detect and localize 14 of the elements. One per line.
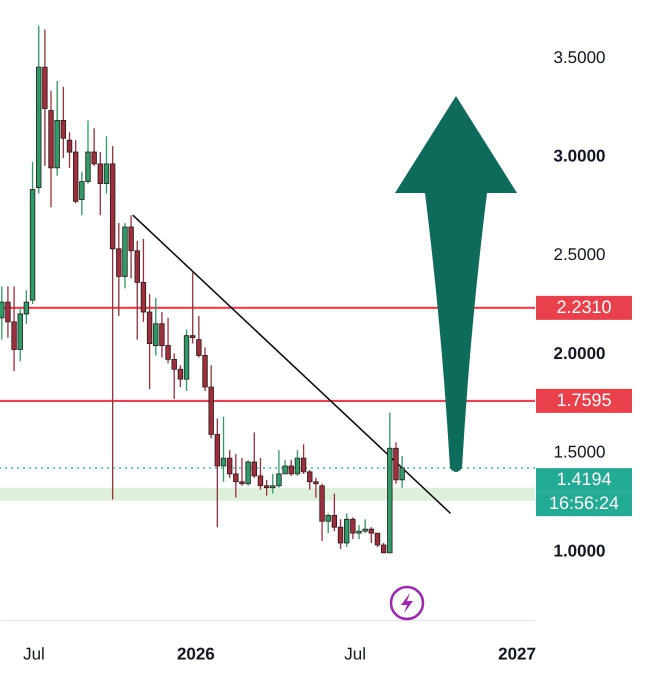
x-tick-label: 2026 (176, 644, 215, 664)
y-tick-label: 1.5000 (554, 442, 606, 462)
y-tick-label: 3.5000 (554, 48, 606, 67)
y-tick-label: 2.5000 (554, 245, 606, 264)
x-tick-label: 2027 (498, 644, 536, 664)
y-tick-label: 2.0000 (554, 344, 606, 363)
ref-line-label: 2.2310 (556, 296, 612, 317)
y-tick-label: 3.0000 (554, 146, 606, 166)
ref-line-label: 1.7595 (556, 390, 612, 410)
ref-line-label: 1.4194 (556, 469, 612, 490)
text: 16:56:24 (548, 493, 620, 514)
x-tick-label: Jul (344, 644, 366, 664)
x-tick-label: Jul (23, 644, 45, 664)
y-tick-label: 1.0000 (554, 541, 606, 560)
